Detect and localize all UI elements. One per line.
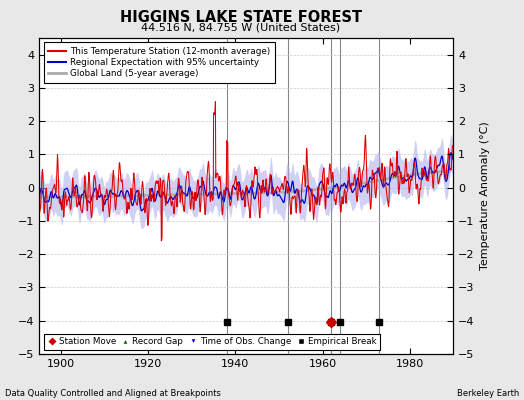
Text: Data Quality Controlled and Aligned at Breakpoints: Data Quality Controlled and Aligned at B… (5, 389, 221, 398)
Text: 44.516 N, 84.755 W (United States): 44.516 N, 84.755 W (United States) (141, 22, 341, 32)
Legend: Station Move, Record Gap, Time of Obs. Change, Empirical Break: Station Move, Record Gap, Time of Obs. C… (43, 334, 380, 350)
Text: HIGGINS LAKE STATE FOREST: HIGGINS LAKE STATE FOREST (120, 10, 362, 25)
Y-axis label: Temperature Anomaly (°C): Temperature Anomaly (°C) (480, 122, 490, 270)
Text: Berkeley Earth: Berkeley Earth (456, 389, 519, 398)
